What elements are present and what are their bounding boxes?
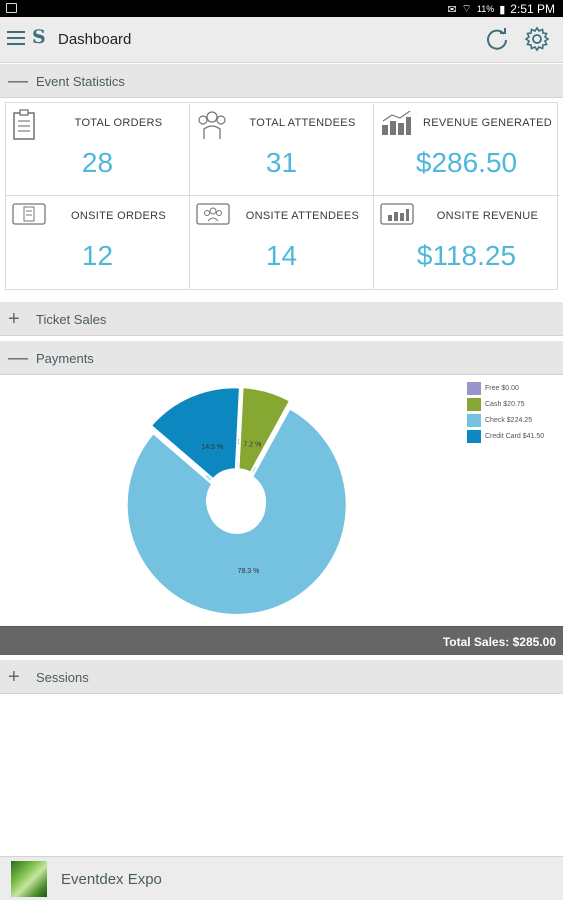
collapse-icon: — (8, 347, 28, 369)
section-ticket-sales[interactable]: + Ticket Sales (0, 302, 563, 336)
stat-value: 28 (81, 147, 114, 178)
battery-icon: ▮ (499, 3, 506, 16)
stats-grid: TOTAL ORDERS 28 TOTAL ATTENDEES 31 REVEN… (5, 102, 559, 290)
legend-label: Free $0.00 (485, 384, 519, 392)
total-sales-text: Total Sales: $285.00 (442, 635, 556, 649)
expand-icon: + (8, 666, 20, 688)
section-sessions[interactable]: + Sessions (0, 660, 563, 694)
collapse-icon: — (8, 70, 28, 92)
stat-value: 14 (265, 240, 298, 271)
chart-legend: Free $0.00 Cash $20.75 Check $224.25 Cre… (467, 380, 544, 444)
onsite-revenue-icon (380, 203, 414, 225)
stat-onsite-revenue[interactable]: ONSITE REVENUE $118.25 (374, 196, 559, 289)
payments-chart-area: 0.0 %7.2 %78.3 %14.5 % Free $0.00 Cash $… (0, 375, 563, 625)
revenue-chart-icon (382, 110, 411, 135)
legend-swatch (467, 381, 481, 395)
legend-item: Check $224.25 (467, 412, 544, 428)
event-name: Eventdex Expo (61, 871, 162, 888)
stat-value: $286.50 (415, 147, 518, 178)
legend-swatch (467, 413, 481, 427)
section-label: Sessions (36, 670, 89, 685)
donut-hole (206, 471, 266, 531)
section-label: Payments (36, 351, 94, 366)
stat-label: ONSITE REVENUE (436, 210, 539, 222)
legend-label: Cash $20.75 (485, 400, 525, 408)
pie-slice[interactable] (149, 386, 241, 481)
stat-revenue-generated[interactable]: REVENUE GENERATED $286.50 (374, 103, 559, 196)
status-bar: ✉ ⌔ 11% ▮ 2:51 PM (0, 0, 563, 17)
legend-swatch (467, 429, 481, 443)
stat-label: ONSITE ATTENDEES (245, 210, 360, 222)
pie-slice[interactable] (125, 407, 348, 616)
payments-donut-chart: 0.0 %7.2 %78.3 %14.5 % (125, 386, 348, 616)
settings-gear-icon[interactable] (524, 26, 550, 52)
onsite-orders-icon (12, 203, 46, 225)
legend-label: Check $224.25 (485, 416, 533, 424)
event-thumbnail (11, 861, 47, 897)
clipboard-icon (13, 109, 35, 140)
notification-icon (6, 3, 17, 13)
app-bar: S Dashboard (0, 17, 563, 63)
wifi-icon: ⌔ (461, 3, 472, 15)
stat-value: $118.25 (416, 240, 517, 271)
section-event-statistics[interactable]: — Event Statistics (0, 64, 563, 98)
section-label: Ticket Sales (36, 312, 107, 327)
event-footer[interactable]: Eventdex Expo (0, 856, 563, 900)
refresh-icon[interactable] (484, 26, 510, 52)
stat-value: 31 (265, 147, 298, 178)
legend-swatch (467, 397, 481, 411)
slice-label: 78.3 % (238, 568, 260, 575)
pie-slice[interactable] (237, 386, 292, 474)
slice-label: 7.2 % (243, 441, 261, 448)
section-payments[interactable]: — Payments (0, 341, 563, 375)
legend-item: Credit Card $41.50 (467, 428, 544, 444)
onsite-attendees-icon (196, 203, 230, 225)
stat-label: TOTAL ORDERS (74, 117, 163, 129)
stat-onsite-orders[interactable]: ONSITE ORDERS 12 (6, 196, 190, 289)
page-title: Dashboard (58, 31, 132, 48)
expand-icon: + (8, 308, 20, 330)
stat-onsite-attendees[interactable]: ONSITE ATTENDEES 14 (190, 196, 374, 289)
stat-total-orders[interactable]: TOTAL ORDERS 28 (6, 103, 190, 196)
legend-label: Credit Card $41.50 (485, 432, 545, 440)
battery-level: 11% (476, 4, 495, 14)
app-logo: S (32, 26, 46, 48)
legend-item: Free $0.00 (467, 380, 544, 396)
legend-item: Cash $20.75 (467, 396, 544, 412)
stat-label: ONSITE ORDERS (71, 210, 166, 222)
stat-label: TOTAL ATTENDEES (249, 117, 356, 129)
menu-icon[interactable] (7, 31, 25, 47)
clock: 2:51 PM (510, 2, 555, 16)
stat-value: 12 (81, 240, 114, 271)
section-label: Event Statistics (36, 74, 125, 89)
stat-label: REVENUE GENERATED (423, 117, 552, 129)
slice-label: 14.5 % (201, 444, 223, 451)
signal-icon: ✉ (447, 3, 457, 16)
total-sales-bar: Total Sales: $285.00 (0, 626, 563, 655)
attendees-icon (198, 111, 226, 139)
stat-total-attendees[interactable]: TOTAL ATTENDEES 31 (190, 103, 374, 196)
